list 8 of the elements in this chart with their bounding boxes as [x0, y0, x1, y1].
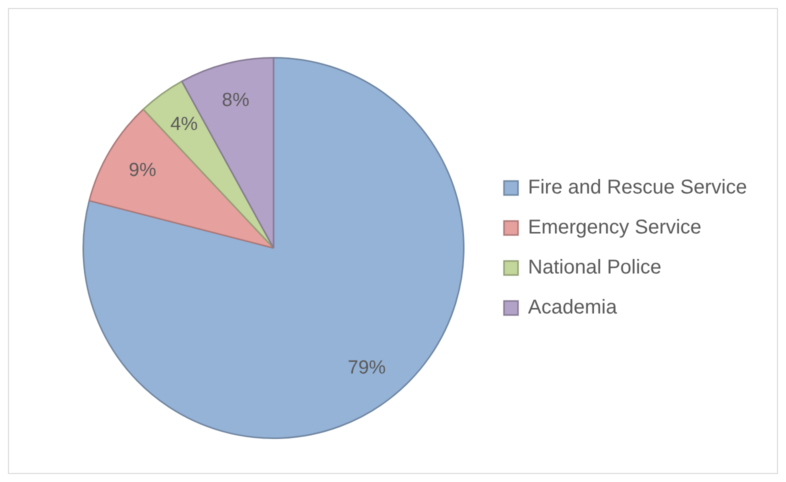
data-label: 79%	[348, 357, 386, 378]
data-label: 8%	[222, 90, 250, 111]
legend-label: National Police	[528, 256, 662, 279]
data-label: 9%	[128, 160, 156, 181]
legend-label: Fire and Rescue Service	[528, 176, 747, 199]
legend-label: Emergency Service	[528, 216, 702, 239]
legend-label: Academia	[528, 296, 618, 319]
data-label: 4%	[170, 114, 198, 136]
